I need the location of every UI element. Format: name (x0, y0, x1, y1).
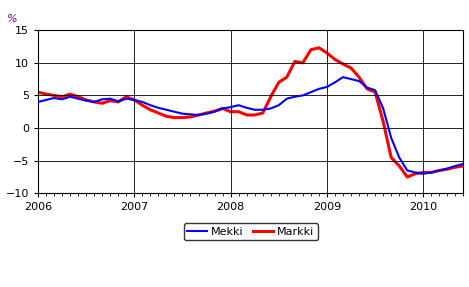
Mekki (268, 107, 273, 110)
Markki (268, 95, 273, 98)
Mekki (172, 110, 177, 113)
Markki (35, 90, 41, 94)
Mekki (340, 75, 346, 79)
Markki (284, 75, 290, 79)
Markki (172, 116, 177, 119)
Markki (316, 46, 322, 49)
Markki (388, 156, 394, 159)
Mekki (284, 97, 290, 100)
Mekki (35, 100, 41, 104)
Line: Mekki: Mekki (38, 77, 469, 174)
Mekki (388, 136, 394, 139)
Legend: Mekki, Markki: Mekki, Markki (183, 223, 318, 240)
Mekki (421, 172, 426, 175)
Mekki (188, 113, 193, 116)
Markki (404, 175, 410, 179)
Text: %: % (7, 13, 18, 24)
Line: Markki: Markki (38, 48, 469, 177)
Markki (188, 115, 193, 119)
